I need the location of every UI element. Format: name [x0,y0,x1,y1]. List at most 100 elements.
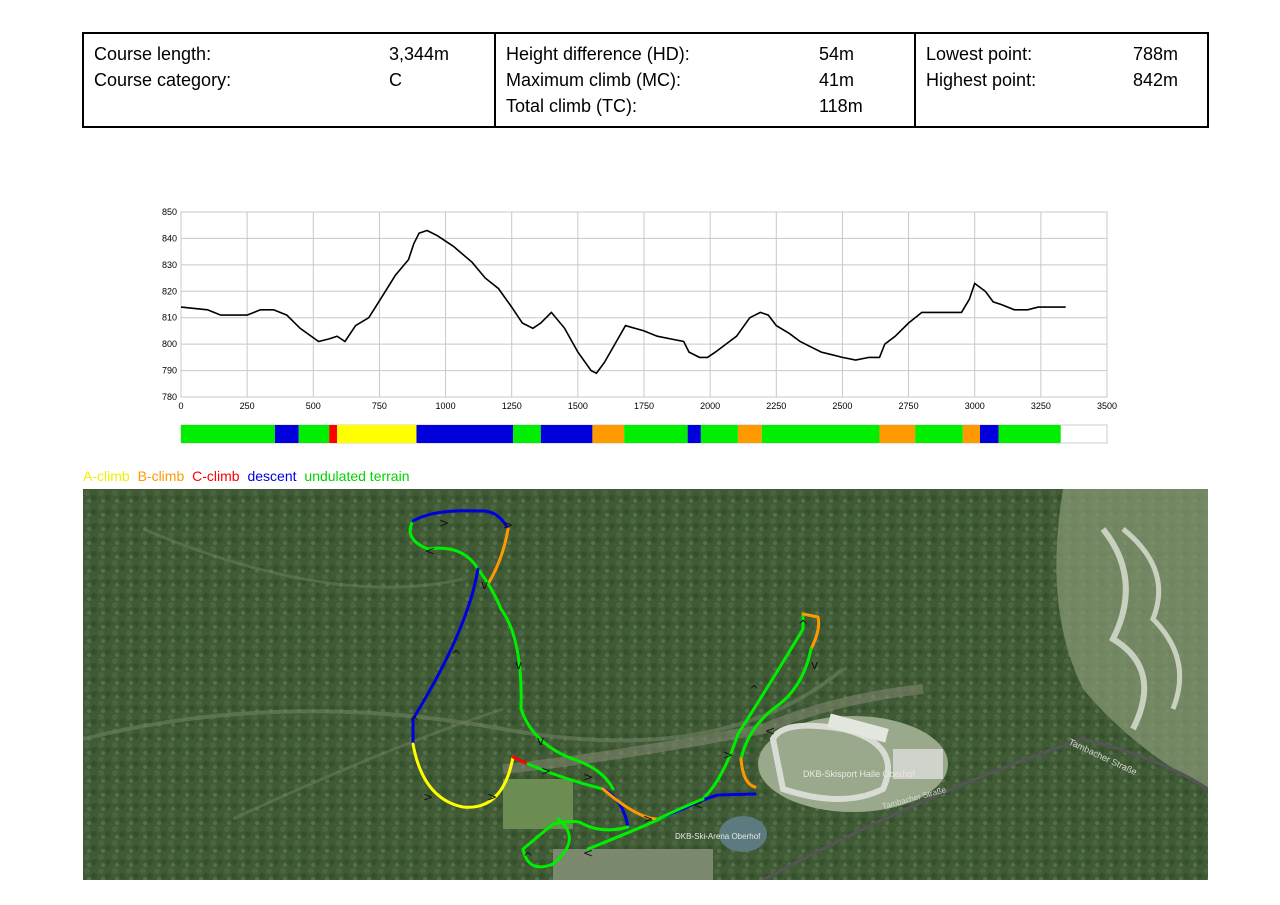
route-c-climb [511,755,530,766]
map-label-arena: DKB-Ski-Arena Oberhof [675,832,761,841]
route-a-climb [411,742,515,809]
arrow-icon: v [811,658,818,672]
info-row: Maximum climb (MC): 41m [506,67,904,93]
route-b-climb [739,757,757,789]
segment-b-climb [962,425,981,443]
x-tick-label: 750 [372,401,387,411]
route-undulated [656,797,705,821]
elevation-chart-svg: 0 250 500 750 1000 1250 1500 1750 2000 2250 2500 27… [162,207,1117,444]
segment-descent [687,425,701,443]
info-cell-length: Course length: 3,344m Course category: C [84,34,494,126]
info-cell-climb: Height difference (HD): 54m Maximum climb… [494,34,914,126]
y-tick-label: 810 [162,313,177,323]
course-map[interactable]: DKB-Skisport Halle Oberhof DKB-Ski-Arena… [82,489,1209,882]
satellite-map-svg[interactable]: DKB-Skisport Halle Oberhof DKB-Ski-Arena… [82,489,1209,882]
building [893,749,943,779]
route-undulated [586,612,805,851]
x-tick-label: 2250 [766,401,786,411]
x-tick-label: 0 [178,401,183,411]
segment-undulated-terrain [998,425,1061,443]
y-tick-label: 830 [162,260,177,270]
route-b-climb [801,612,821,651]
arrow-icon: < [425,544,435,558]
segment-undulated-terrain [513,425,541,443]
arena-ground [553,849,713,880]
legend-undulated: undulated terrain [304,468,410,484]
arrow-icon: ^ [523,850,533,864]
segment-descent [274,425,299,443]
info-value: 118m [819,96,863,116]
info-value: C [389,70,402,90]
clearing-strip [502,684,924,774]
route-b-climb [486,527,510,586]
course-info-table: Course length: 3,344m Course category: C H… [82,32,1209,128]
arrow-icon: > [723,748,733,762]
segment-undulated-terrain [298,425,330,443]
arrow-icon: ^ [409,714,419,728]
bobsled-track [1100,527,1148,731]
ski-hall [769,722,891,802]
segment-descent [540,425,593,443]
segment-a-climb [337,425,417,443]
segment-undulated-terrain [761,425,880,443]
segment-undulated-terrain [181,425,275,443]
route-undulated [519,707,615,791]
y-tick-label: 840 [162,233,177,243]
y-tick-label: 850 [162,207,177,217]
x-tick-label: 3000 [965,401,985,411]
info-row: Course length: 3,344m [94,41,484,67]
route-undulated [521,817,630,869]
info-label: Maximum climb (MC): [506,70,681,90]
x-tick-label: 1500 [568,401,588,411]
info-value: 54m [819,44,855,64]
arrow-icon: ^ [749,683,759,697]
x-tick-label: 1000 [436,401,456,411]
forest-background [83,489,1208,880]
x-tick-label: 3500 [1097,401,1117,411]
arrow-icon: ^ [798,618,808,632]
info-label: Course category: [94,70,232,90]
y-tick-label: 780 [162,392,177,402]
arrow-icon: < [583,846,593,860]
x-tick-label: 3250 [1031,401,1051,411]
info-row: Course category: C [94,67,484,93]
bobsled-track [1121,527,1183,710]
road [762,737,1209,882]
route-descent [411,509,510,531]
forest-path [142,527,464,589]
x-tick-label: 250 [240,401,255,411]
x-tick-label: 500 [306,401,321,411]
x-tick-label: 2000 [700,401,720,411]
info-value: 788m [1133,44,1179,64]
arrow-icon: > [583,770,593,784]
x-tick-label: 2750 [899,401,919,411]
route-descent [411,567,480,746]
x-tick-label: 1250 [502,401,522,411]
arrow-icon: < [693,798,703,812]
x-tick-label: 2500 [832,401,852,411]
elevation-profile-chart: 0 250 500 750 1000 1250 1500 1750 2000 2250 2500 27… [150,205,1130,455]
segment-undulated-terrain [624,425,688,443]
arrow-icon: < [765,724,775,738]
arrow-icon: > [541,764,551,778]
clearing [1056,489,1208,789]
map-label-hall: DKB-Skisport Halle Oberhof [803,769,916,779]
route-undulated [739,647,813,761]
segment-b-climb [737,425,762,443]
y-tick-label: 790 [162,366,177,376]
legend-c-climb: C-climb [192,468,240,484]
arrow-icon: > [423,790,433,804]
segment-undulated-terrain [700,425,738,443]
building [827,713,889,743]
forest-path [82,667,845,743]
info-label: Height difference (HD): [506,44,690,64]
info-row: Height difference (HD): 54m [506,41,904,67]
segment-undulated-terrain [915,425,963,443]
info-label: Course length: [94,44,212,64]
segment-b-climb [879,425,916,443]
pond [719,816,767,852]
info-row: Lowest point: 788m [926,41,1197,67]
legend-a-climb: A-climb [83,468,130,484]
info-value: 3,344m [389,44,450,64]
info-row: Highest point: 842m [926,67,1197,93]
